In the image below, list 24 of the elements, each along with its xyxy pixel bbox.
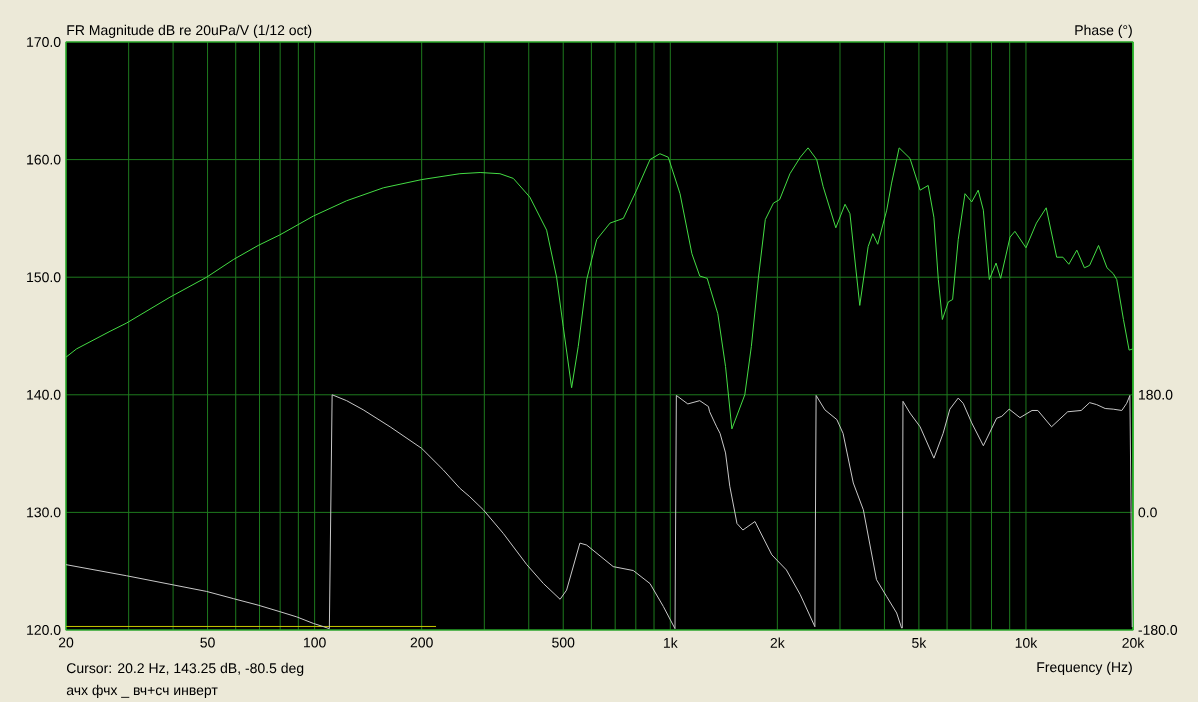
x-axis-title: Frequency (Hz) [1037,661,1132,675]
y-tick-label: 170.0 [27,37,61,47]
y-tick-label: 150.0 [27,272,61,283]
x-tick-label: 2k [770,637,785,648]
x-tick-label: 5k [912,637,927,648]
y-tick-label: 140.0 [27,389,61,400]
x-tick-label: 20k [1122,637,1145,648]
y-axis-title: FR Magnitude dB re 20uPa/V (1/12 oct) [67,24,312,38]
y-tick-label: 130.0 [27,507,61,518]
y-tick-label: 160.0 [27,154,61,165]
y2-tick-label: 180.0 [1139,389,1173,400]
x-tick-label: 200 [410,637,433,648]
text: Cursor: 20.2 Hz, 143.25 dB, -80.5 deg [66,662,304,676]
x-tick-label: 500 [552,637,575,648]
y2-axis-title: Phase (°) [1075,24,1132,38]
x-tick-label: 20 [58,637,74,648]
x-tick-label: 100 [304,637,326,648]
text: ачх фчх _ вч+сч инверт [66,684,218,698]
y2-tick-label: 0.0 [1138,507,1157,518]
x-tick-label: 1k [663,637,678,648]
x-tick-label: 50 [200,637,215,648]
y2-tick-label: -180.0 [1138,625,1178,635]
y-tick-label: 120.0 [27,625,61,635]
x-tick-label: 10k [1015,637,1038,648]
